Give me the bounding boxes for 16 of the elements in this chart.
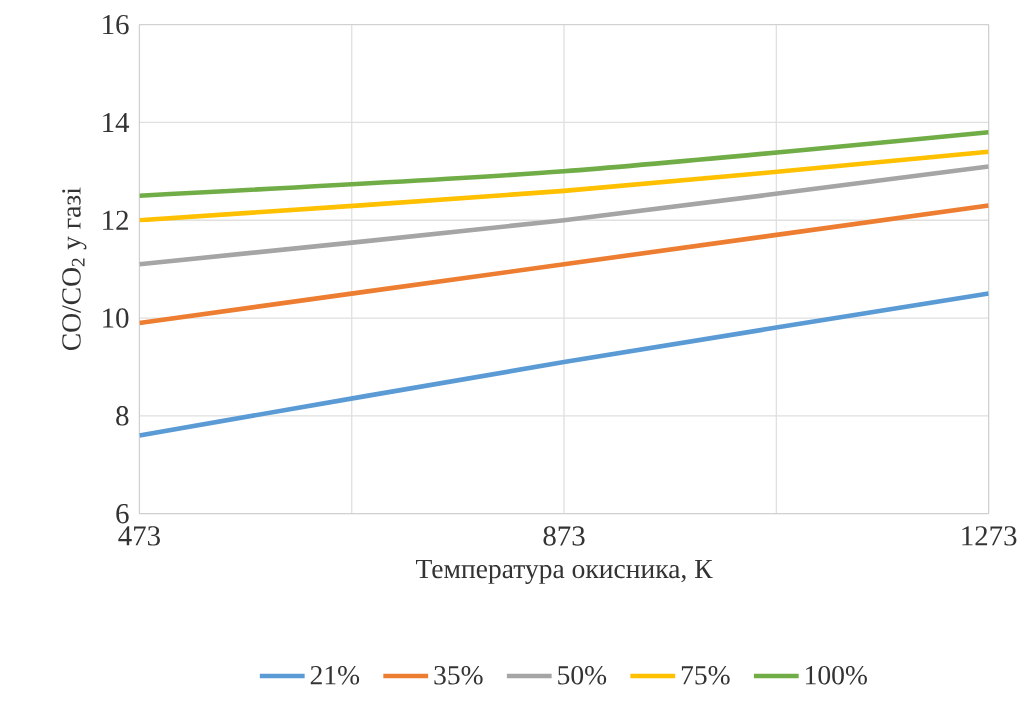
x-tick-label: 473 [118,526,160,546]
legend-label: 75% [681,666,730,685]
x-tick-label: 1273 [962,526,1017,546]
x-axis-title: Температура окисника, К [416,560,713,585]
legend-label: 35% [434,666,483,685]
y-tick-label: 12 [103,210,128,231]
y-axis-title: CO/CO$_{2}$ у газі [62,187,87,351]
y-tick-label: 14 [103,113,130,133]
legend-label: 50% [558,666,607,685]
y-tick-label: 6 [116,504,129,524]
x-tick-label: 873 [543,526,585,546]
y-tick-label: 8 [116,406,129,426]
y-tick-label: 10 [103,308,129,329]
legend-label: 100% [806,666,867,685]
y-tick-label: 16 [103,15,129,35]
legend-label: 21% [310,666,360,685]
